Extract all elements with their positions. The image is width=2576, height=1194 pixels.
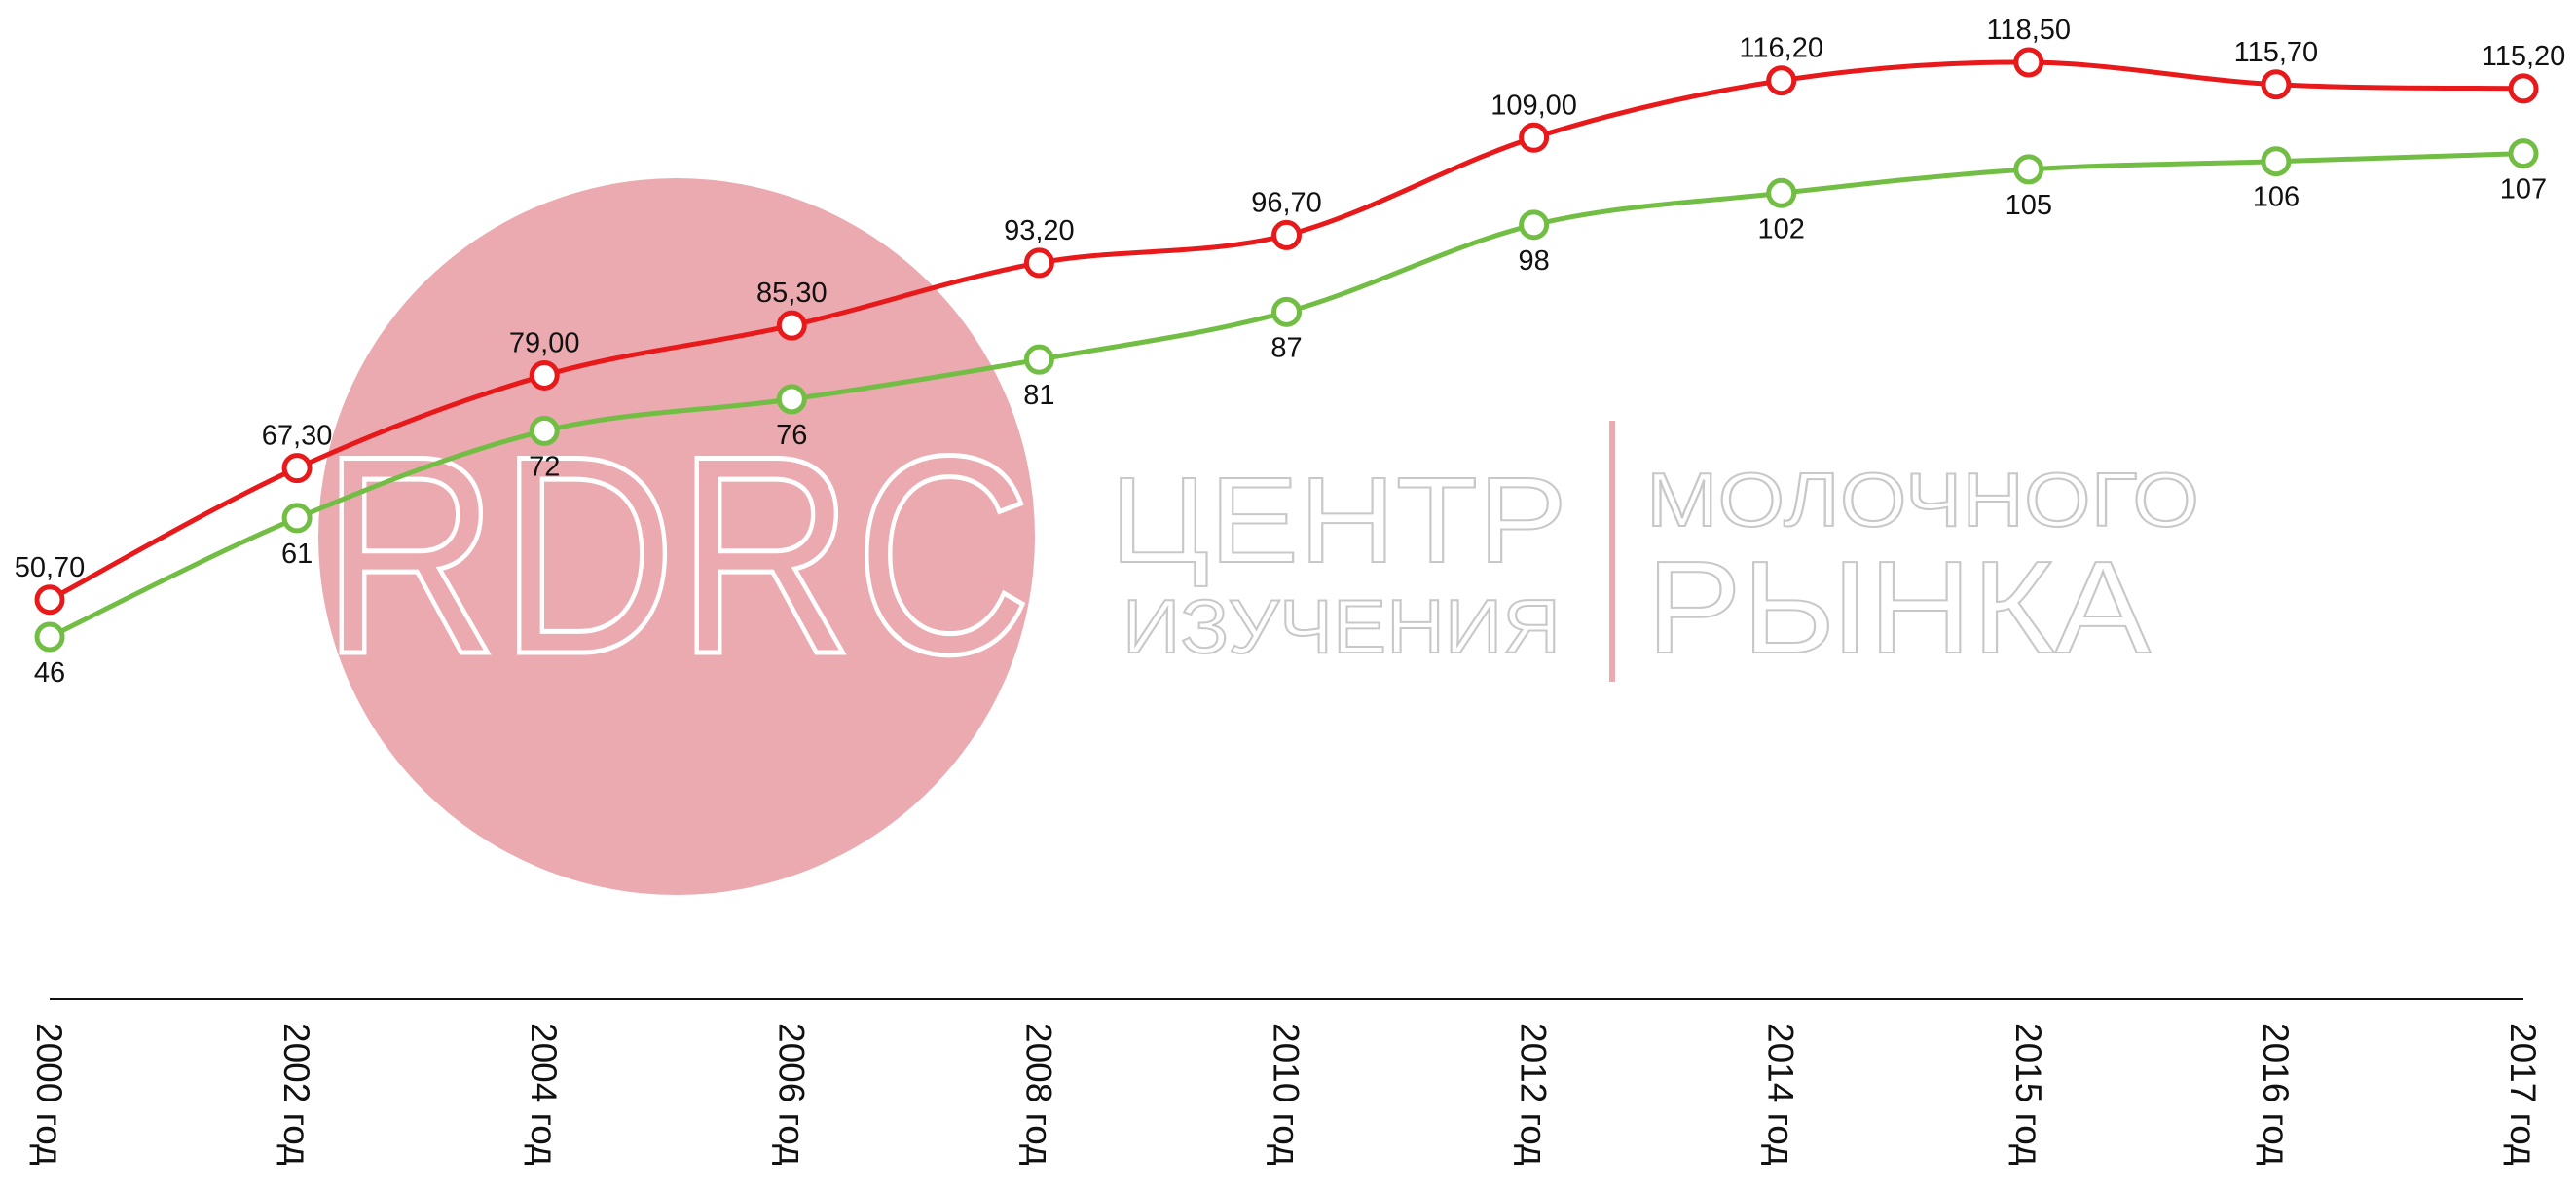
point [2261, 146, 2292, 177]
x-tick-label: 2004 год [524, 1023, 564, 1166]
point [2013, 47, 2044, 78]
point [529, 359, 560, 391]
x-tick-label: 2006 год [771, 1023, 811, 1166]
x-tick-label: 2002 год [276, 1023, 316, 1166]
x-tick-label: 2015 год [2008, 1023, 2048, 1166]
data-label: 98 [1518, 245, 1549, 277]
x-tick-label: 2010 год [1267, 1023, 1306, 1166]
data-label: 50,70 [15, 552, 86, 583]
data-label: 79,00 [509, 327, 580, 358]
x-tick-label: 2012 год [1514, 1023, 1554, 1166]
point [1519, 209, 1550, 241]
data-label: 115,20 [2482, 41, 2566, 72]
point [1023, 344, 1054, 375]
x-tick-label: 2016 год [2256, 1023, 2296, 1166]
point [2508, 73, 2539, 104]
point [281, 503, 313, 534]
point [2261, 69, 2292, 100]
point [1519, 122, 1550, 153]
data-label: 67,30 [262, 421, 333, 452]
data-label: 107 [2500, 174, 2547, 205]
point [529, 415, 560, 446]
data-label: 87 [1270, 332, 1302, 363]
data-label: 105 [2006, 190, 2052, 221]
point [1271, 219, 1302, 250]
point [34, 584, 65, 616]
logo-circle [318, 178, 1035, 895]
point [34, 621, 65, 653]
x-tick-label: 2008 год [1018, 1023, 1058, 1166]
watermark: RDRC ЦЕНТР ИЗУЧЕНИЯ МОЛОЧНОГО РЫНКА [318, 178, 2200, 895]
watermark-text: ЦЕНТР [1110, 453, 1567, 588]
point [1766, 65, 1797, 96]
point [2013, 154, 2044, 185]
point [281, 453, 313, 484]
watermark-text: РЫНКА [1646, 534, 2151, 681]
x-tick-label: 2000 год [29, 1023, 69, 1166]
data-label: 115,70 [2234, 37, 2319, 68]
point [776, 310, 807, 341]
watermark-text: ИЗУЧЕНИЯ [1122, 583, 1561, 669]
data-label: 116,20 [1739, 33, 1823, 64]
data-label: 106 [2253, 182, 2300, 213]
data-label: 93,20 [1004, 215, 1075, 246]
data-label: 102 [1758, 213, 1805, 244]
point [2508, 138, 2539, 169]
x-tick-label: 2014 год [1761, 1023, 1801, 1166]
x-tick-label: 2017 год [2503, 1023, 2543, 1166]
data-label: 76 [776, 420, 807, 451]
point [1766, 177, 1797, 208]
data-label: 109,00 [1490, 90, 1577, 121]
data-label: 118,50 [1987, 15, 2072, 46]
point [1023, 247, 1054, 279]
data-label: 61 [281, 539, 313, 570]
point [1271, 296, 1302, 327]
data-label: 81 [1023, 380, 1054, 411]
logo-text: RDRC [321, 397, 1032, 713]
data-label: 72 [529, 451, 560, 482]
watermark-text: МОЛОЧНОГО [1646, 457, 2199, 542]
data-label: 96,70 [1251, 187, 1322, 218]
data-label: 46 [34, 657, 65, 689]
point [776, 384, 807, 415]
data-label: 85,30 [756, 278, 828, 309]
